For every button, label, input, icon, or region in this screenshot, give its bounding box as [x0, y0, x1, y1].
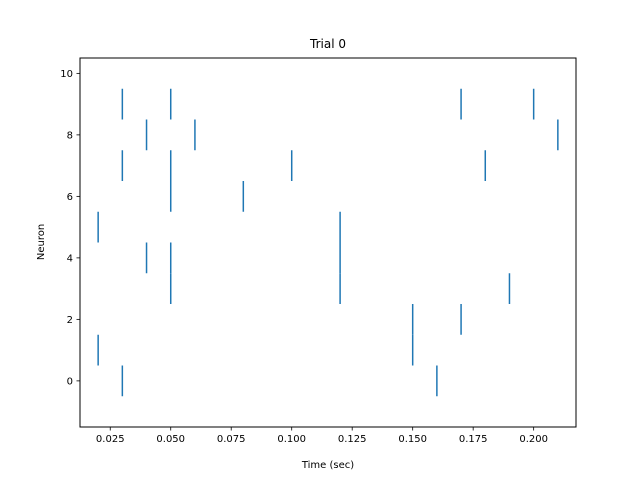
- y-tick-label: 10: [60, 69, 73, 80]
- x-tick-label: 0.050: [156, 434, 185, 445]
- x-tick-label: 0.175: [459, 434, 488, 445]
- y-axis-label: Neuron: [36, 224, 47, 260]
- y-tick-label: 2: [67, 315, 73, 326]
- x-tick-label: 0.200: [519, 434, 548, 445]
- x-tick-label: 0.150: [398, 434, 427, 445]
- y-axis-ticks: 0 2 4 6 8 10: [60, 69, 80, 387]
- y-tick-label: 6: [67, 192, 73, 203]
- x-tick-label: 0.100: [277, 434, 306, 445]
- y-tick-label: 4: [67, 253, 73, 264]
- y-tick-label: 0: [67, 376, 73, 387]
- x-tick-label: 0.075: [217, 434, 246, 445]
- spikes-layer: [97, 88, 559, 397]
- plot-frame: [79, 57, 577, 428]
- x-tick-label: 0.025: [96, 434, 125, 445]
- x-axis-ticks: 0.025 0.050 0.075 0.100 0.125 0.150 0.175 0.200: [96, 427, 548, 445]
- x-axis-label: Time (sec): [301, 460, 354, 471]
- chart-title: Trial 0: [309, 37, 346, 51]
- y-tick-label: 8: [67, 130, 73, 141]
- x-tick-label: 0.125: [338, 434, 367, 445]
